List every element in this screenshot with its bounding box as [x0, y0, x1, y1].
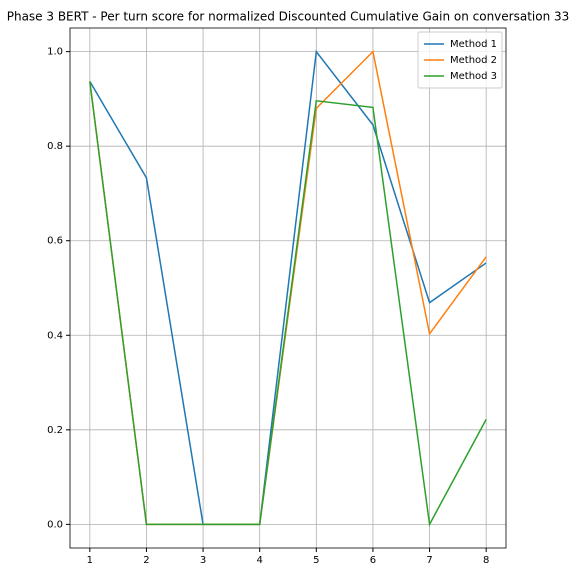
y-tick-label: 0.2	[47, 425, 63, 436]
legend-box	[417, 31, 503, 89]
legend-label: Method 1	[450, 39, 497, 50]
chart-title: Phase 3 BERT - Per turn score for normal…	[7, 10, 570, 24]
series-line	[89, 49, 487, 526]
y-tick-label: 1.0	[47, 47, 63, 58]
x-tick-label: 7	[426, 555, 432, 566]
x-tick-label: 2	[143, 555, 149, 566]
series-line	[89, 81, 487, 527]
y-tick-label: 0.8	[47, 141, 63, 152]
y-tick-label: 0.4	[47, 330, 63, 341]
x-tick-label: 4	[257, 555, 263, 566]
y-tick-label: 0.0	[47, 519, 63, 530]
x-tick-label: 8	[483, 555, 489, 566]
legend-label: Method 3	[450, 71, 497, 82]
x-tick-label: 3	[200, 555, 206, 566]
plot-frame	[69, 27, 507, 549]
x-tick-label: 1	[87, 555, 93, 566]
legend: Method 1 Method 2 Method 3	[417, 31, 503, 89]
x-tick-label: 5	[313, 555, 319, 566]
legend-label: Method 2	[450, 55, 497, 66]
y-tick-label: 0.6	[47, 236, 63, 247]
x-tick-label: 6	[370, 555, 376, 566]
